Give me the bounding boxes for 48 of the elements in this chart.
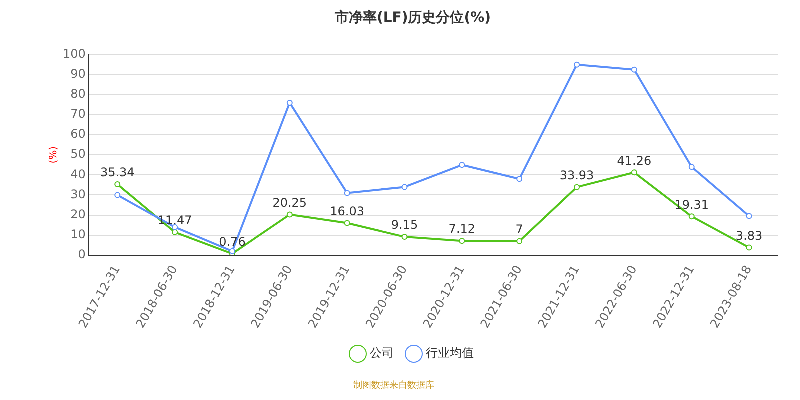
point	[746, 213, 752, 220]
point	[459, 162, 466, 168]
y-tick-label: 30	[70, 187, 86, 202]
point	[574, 184, 580, 190]
point	[286, 212, 293, 218]
y-tick-label: 40	[70, 167, 86, 182]
point	[344, 190, 350, 196]
data-label: 16.03	[330, 204, 364, 218]
y-tick-label: 80	[70, 87, 86, 102]
chart-title: 市净率(LF)历史分位(%)	[334, 9, 492, 26]
point	[688, 164, 695, 170]
data-label: 35.34	[100, 166, 135, 180]
y-tick-label: 0	[78, 248, 86, 262]
y-tick-label: 70	[70, 107, 86, 122]
point	[172, 229, 178, 236]
point	[286, 100, 293, 106]
point	[516, 238, 523, 244]
point	[402, 234, 408, 240]
point	[631, 66, 638, 73]
data-label: 20.25	[272, 196, 308, 210]
data-label: 7	[516, 222, 524, 236]
data-label: 7.12	[448, 222, 476, 236]
point	[574, 62, 580, 68]
point	[631, 170, 638, 176]
y-tick-label: 90	[70, 66, 86, 81]
point	[688, 214, 695, 220]
point	[229, 248, 236, 254]
point	[459, 238, 466, 244]
point	[114, 182, 121, 188]
point	[746, 244, 752, 251]
point	[344, 220, 350, 226]
data-label: 9.15	[391, 218, 418, 232]
legend-label: 公司	[370, 346, 394, 360]
data-label: 33.93	[560, 168, 594, 182]
y-tick-label: 20	[70, 207, 86, 222]
y-tick-label: 50	[70, 147, 86, 162]
text: 制图数据来自数据库	[354, 380, 434, 391]
y-tick-label: 100	[63, 46, 86, 61]
data-label: 41.26	[617, 154, 652, 168]
data-label: 19.31	[674, 198, 710, 212]
legend-label: 行业均值	[426, 346, 474, 360]
y-tick-label: 10	[70, 227, 86, 242]
y-tick-label: 60	[70, 127, 86, 142]
point	[516, 176, 523, 182]
data-label: 3.83	[736, 228, 763, 243]
point	[402, 184, 408, 190]
point	[114, 192, 121, 198]
y-axis-title: (%)	[48, 146, 60, 164]
